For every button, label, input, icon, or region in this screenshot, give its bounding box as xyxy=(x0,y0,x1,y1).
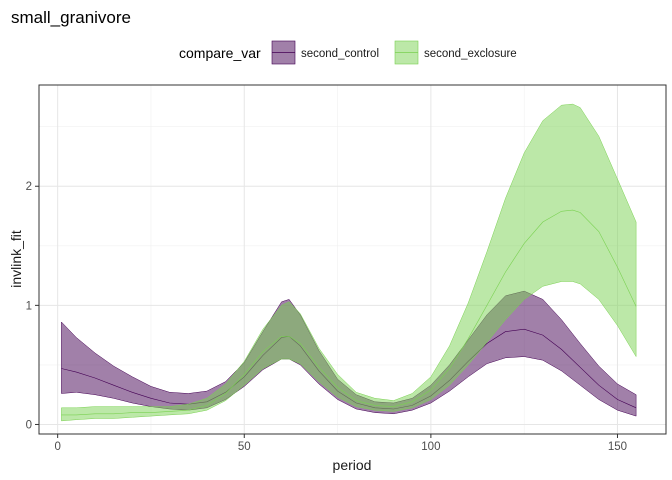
y-tick-label: 0 xyxy=(26,419,32,431)
y-tick-label: 1 xyxy=(26,300,32,312)
legend: compare_var second_control second_exclos… xyxy=(179,40,517,65)
x-axis: 0 50 100 150 xyxy=(54,434,627,453)
x-axis-title: period xyxy=(333,457,372,473)
legend-label-second-control: second_control xyxy=(301,48,379,60)
plot-series xyxy=(61,103,637,422)
legend-title: compare_var xyxy=(179,45,261,61)
series-second-exclosure xyxy=(61,103,637,422)
y-axis-title: invlink_fit xyxy=(8,230,24,288)
x-tick-label: 100 xyxy=(421,441,440,453)
x-tick-label: 0 xyxy=(54,441,60,453)
x-tick-label: 50 xyxy=(238,441,251,453)
y-tick-label: 2 xyxy=(26,181,32,193)
x-tick-label: 150 xyxy=(608,441,627,453)
fit-line-second-exclosure xyxy=(61,209,637,416)
legend-item-second-exclosure: second_exclosure xyxy=(394,40,517,65)
chart-title: small_granivore xyxy=(11,8,131,27)
ribbon-second-exclosure xyxy=(61,103,637,422)
panel-border xyxy=(38,84,667,435)
legend-item-second-control: second_control xyxy=(271,40,379,65)
y-axis: 0 1 2 xyxy=(26,181,39,431)
legend-label-second-exclosure: second_exclosure xyxy=(424,48,517,60)
